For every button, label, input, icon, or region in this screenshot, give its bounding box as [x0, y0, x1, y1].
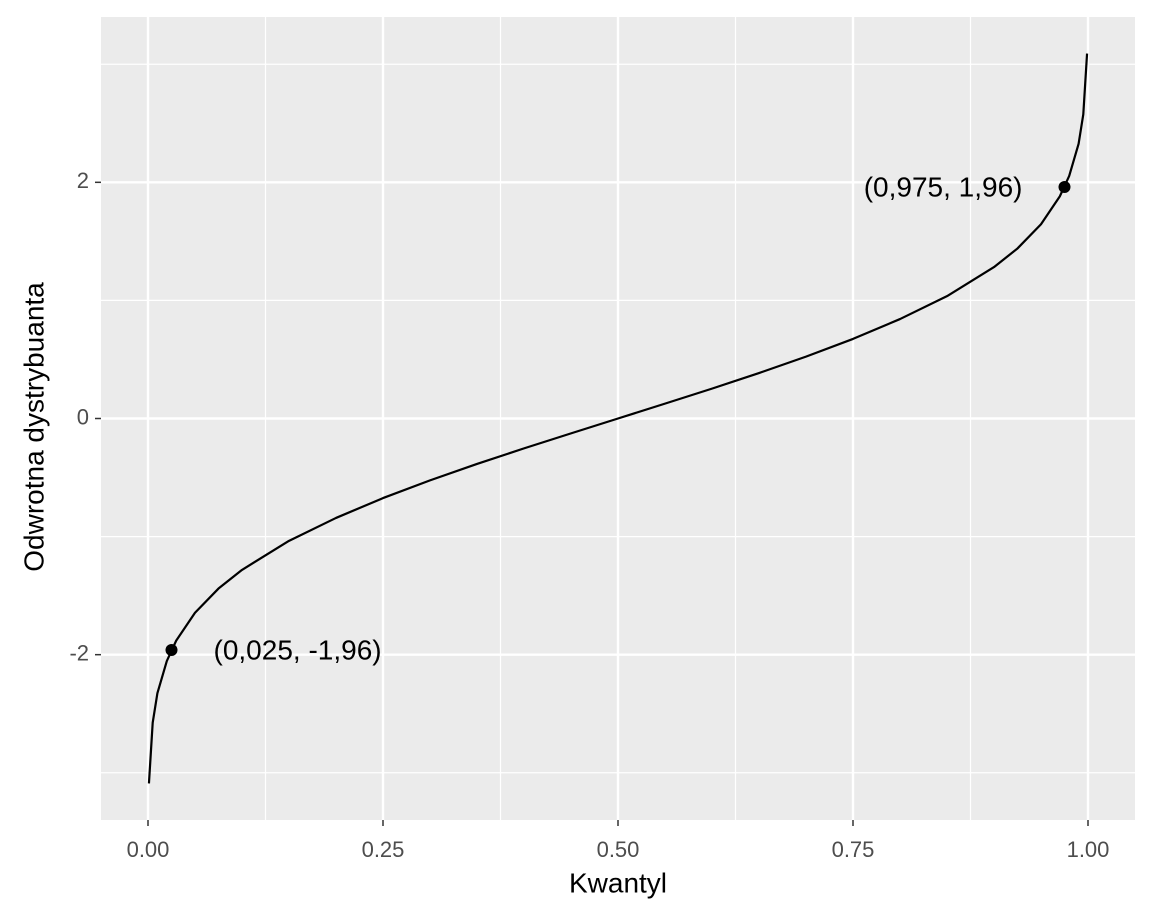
x-tick-label: 1.00 [1067, 837, 1110, 862]
y-axis-title: Odwrotna dystrybuanta [18, 282, 49, 572]
x-tick-label: 0.50 [597, 837, 640, 862]
y-tick-label: 0 [77, 404, 89, 429]
x-tick-label: 0.00 [127, 837, 170, 862]
annotation: (0,975, 1,96) [864, 171, 1023, 202]
point [165, 643, 178, 656]
y-tick-label: 2 [77, 168, 89, 193]
x-tick-label: 0.75 [832, 837, 875, 862]
line [147, 53, 1089, 784]
annotation: (0,025, -1,96) [214, 634, 382, 665]
x-tick-label: 0.25 [362, 837, 405, 862]
x-axis-title: Kwantyl [569, 867, 667, 898]
point [1058, 181, 1071, 194]
y-tick-label: -2 [69, 640, 89, 665]
